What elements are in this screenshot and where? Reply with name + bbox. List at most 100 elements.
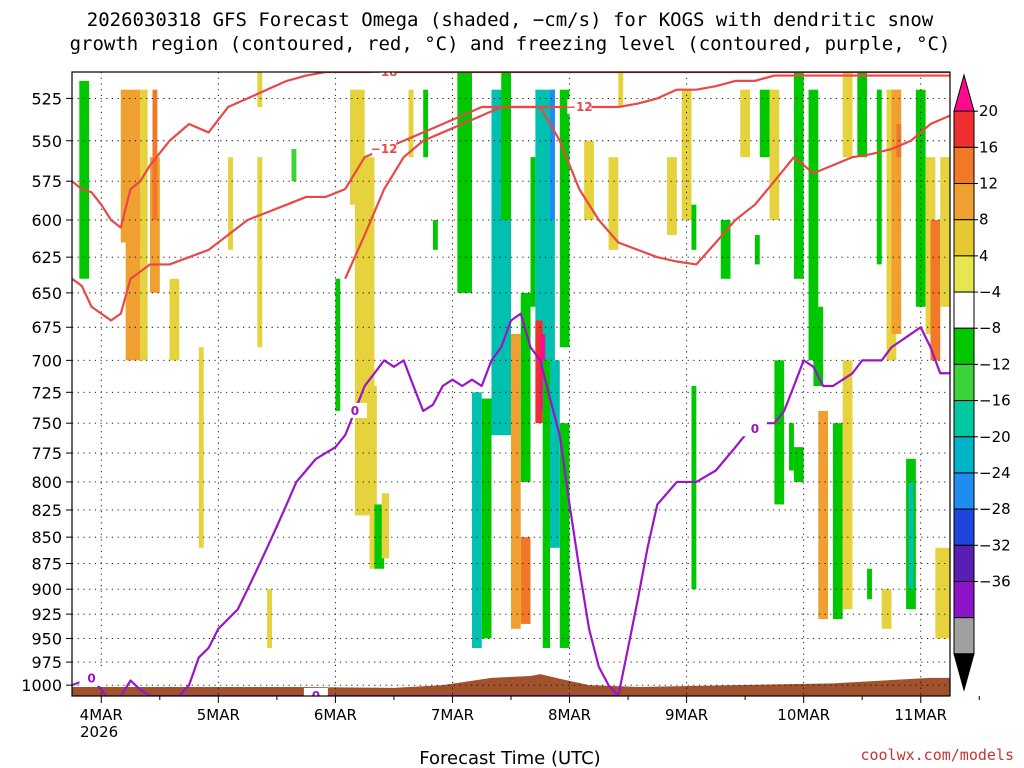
colorbar-swatch: [953, 617, 975, 655]
colorbar-swatch: [953, 327, 975, 365]
freezing-level-line-label-bg: [303, 688, 328, 696]
x-tick-label: 11MAR: [894, 706, 947, 724]
omega-cell: [584, 140, 594, 220]
y-tick-label: 850: [31, 528, 62, 547]
omega-cell: [150, 157, 160, 293]
omega-cell: [793, 447, 804, 482]
colorbar-tick-label: −16: [979, 392, 1011, 410]
credit-label: coolwx.com/models: [860, 746, 1014, 764]
omega-cell: [759, 89, 770, 158]
omega-cell: [267, 589, 272, 648]
y-tick-label: 975: [31, 653, 62, 672]
colorbar-swatch: [953, 400, 975, 438]
colorbar-tick-label: −12: [979, 355, 1011, 373]
omega-cell: [930, 219, 941, 361]
omega-cell: [857, 72, 868, 158]
omega-cell: [842, 360, 853, 610]
freezing-level-line: [617, 326, 950, 696]
omega-cell: [291, 148, 297, 182]
colorbar-tick-label: −28: [979, 500, 1011, 518]
omega-cell: [667, 157, 677, 236]
omega-cell: [891, 89, 902, 334]
omega-cell: [481, 398, 492, 639]
x-tick-label: 8MAR: [548, 706, 591, 724]
y-tick-label: 800: [31, 473, 62, 492]
colorbar-swatch: [953, 146, 975, 185]
omega-cell: [511, 333, 521, 629]
freezing-level-line-label-bg: [79, 670, 104, 686]
omega-cell: [169, 278, 180, 361]
dgz-isotherm-label: −12: [371, 142, 398, 156]
colorbar-tick-label: −32: [979, 536, 1011, 554]
y-tick-label: 600: [31, 211, 62, 230]
omega-cell: [935, 547, 950, 639]
omega-cell: [457, 72, 472, 293]
x-axis-time: 4MAR 5MAR 6MAR 7MAR 8MAR 9MAR 10MAR 11MAR: [80, 696, 980, 724]
omega-cell: [535, 320, 543, 424]
omega-cell: [79, 80, 90, 279]
omega-cell: [559, 89, 570, 348]
colorbar-tick-label: −24: [979, 464, 1011, 482]
colorbar-swatch: [953, 472, 975, 510]
y-axis-pressure: 525 550 575 600 625 650 675 700 725 750 775 800 825 8…: [21, 89, 72, 695]
y-tick-label: 775: [31, 444, 62, 463]
omega-cell: [408, 89, 414, 158]
y-tick-label: 875: [31, 555, 62, 574]
freezing-level-contours: 0 0 0 0: [72, 312, 950, 696]
x-axis-label: Forecast Time (UTC): [419, 748, 600, 768]
omega-cell: [542, 360, 551, 648]
omega-cell: [530, 157, 536, 307]
y-tick-label: 525: [31, 89, 62, 108]
x-tick-label: 6MAR: [314, 706, 357, 724]
freezing-level-line-label: 0: [351, 404, 359, 418]
y-tick-label: 625: [31, 248, 62, 267]
omega-cell: [832, 423, 843, 620]
freezing-level-line-label-bg: [742, 421, 767, 437]
omega-cell: [550, 89, 555, 220]
colorbar-legend: 20 16 12 8 4 −4 −8 −12 −16 −20 −24 −28 −32 −36: [953, 73, 1011, 692]
grid-lines: [72, 72, 950, 696]
colorbar-tick-label: −20: [979, 428, 1011, 446]
freezing-level-line: [178, 312, 620, 696]
omega-cell: [140, 89, 148, 361]
chart-title-line1: 2026030318 GFS Forecast Omega (shaded, −…: [87, 9, 934, 31]
omega-cell: [818, 410, 829, 620]
omega-cell: [789, 423, 794, 471]
colorbar-tick-label: −8: [979, 319, 1001, 337]
x-tick-label: 5MAR: [197, 706, 240, 724]
y-tick-label: 675: [31, 318, 62, 337]
x-tick-label: 10MAR: [777, 706, 830, 724]
colorbar-tick-label: 4: [979, 247, 989, 265]
plot-area: −18 −12 −12 0 0 0 0: [72, 72, 950, 696]
omega-cell: [335, 278, 341, 411]
colorbar-swatch: [953, 291, 975, 329]
omega-cell: [501, 72, 511, 220]
omega-cell: [471, 392, 482, 648]
colorbar-swatch: [953, 436, 975, 474]
colorbar-swatch: [953, 580, 975, 619]
omega-cell: [520, 537, 531, 624]
colorbar-arrow-bottom: [953, 653, 975, 692]
omega-shading-layer: [79, 72, 950, 648]
omega-cell: [691, 204, 697, 250]
dgz-isotherm-label-bg: [567, 99, 592, 115]
omega-cell: [257, 72, 263, 108]
y-tick-label: 700: [31, 351, 62, 370]
y-tick-label: 900: [31, 580, 62, 599]
omega-cell: [881, 589, 892, 629]
omega-cell: [720, 219, 731, 279]
omega-cell: [908, 481, 914, 590]
omega-cell: [152, 89, 158, 220]
colorbar-swatch: [953, 219, 975, 257]
x-tick-label: 4MAR: [80, 706, 123, 724]
omega-cell: [740, 89, 751, 158]
y-tick-label: 825: [31, 501, 62, 520]
y-tick-label: 550: [31, 132, 62, 151]
dgz-isotherm: [72, 105, 950, 322]
omega-cell: [381, 493, 390, 559]
omega-cell: [842, 72, 853, 158]
colorbar-tick-label: 16: [979, 138, 998, 156]
colorbar-swatch: [953, 544, 975, 582]
dgz-isotherm-label-bg: [372, 140, 397, 156]
